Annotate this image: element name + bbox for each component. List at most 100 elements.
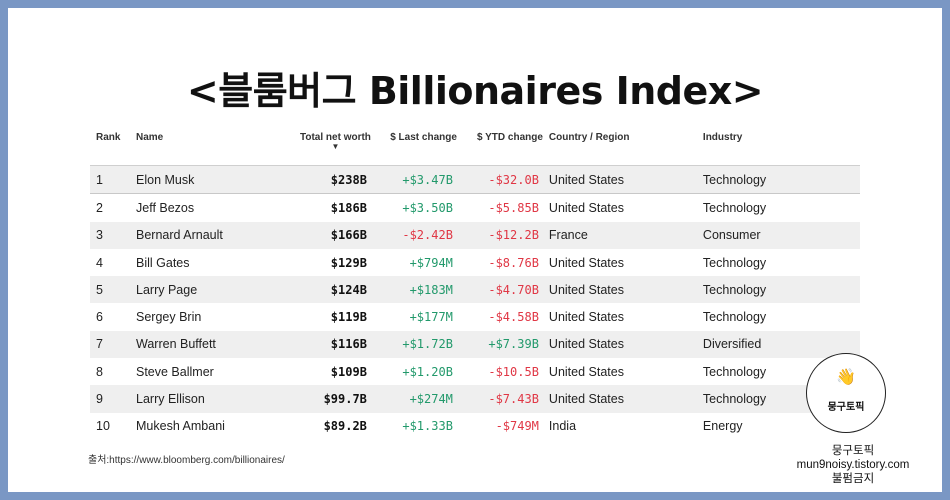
cell-industry: Diversified — [696, 330, 860, 359]
cell-country: United States — [542, 276, 697, 304]
cell-industry: Technology — [702, 255, 767, 270]
cell-country: United States — [542, 385, 697, 413]
cell-name: Jeff Bezos — [136, 200, 195, 215]
cell-last-change: +$183M — [370, 276, 457, 304]
cell-rank: 8 — [96, 364, 103, 379]
cell-net-worth: $99.7B — [294, 385, 371, 413]
cell-rank: 1 — [90, 165, 130, 195]
cell-last-change: +$177M — [409, 310, 453, 325]
header-ytd-change[interactable]: $ YTD change — [456, 132, 543, 166]
cell-net-worth: $166B — [294, 221, 371, 249]
cell-country: United States — [548, 255, 624, 270]
cell-rank: 5 — [90, 276, 130, 304]
table-header-row: Rank Name Total net worth ▼ $ Last chang… — [90, 132, 860, 166]
cell-rank: 6 — [96, 310, 103, 325]
sort-desc-icon: ▼ — [331, 142, 340, 151]
cell-country: France — [542, 221, 697, 249]
cell-name: Larry Page — [130, 276, 294, 304]
cell-net-worth: $116B — [294, 330, 371, 359]
cell-ytd-change: -$12.2B — [456, 221, 543, 249]
cell-industry: Technology — [702, 364, 767, 379]
header-industry[interactable]: Industry — [696, 132, 860, 166]
cell-name: Steve Ballmer — [136, 364, 214, 379]
cell-name: Bernard Arnault — [130, 221, 294, 249]
source-citation: 출처:https://www.bloomberg.com/billionaire… — [88, 455, 285, 466]
cell-country: India — [548, 419, 577, 434]
cell-net-worth: $186B — [330, 200, 367, 215]
cell-industry: Technology — [702, 200, 767, 215]
cell-country: United States — [548, 364, 624, 379]
table-row[interactable]: 8 Steve Ballmer $109B +$1.20B -$10.5B United … — [90, 358, 860, 385]
cell-rank: 3 — [90, 221, 130, 249]
blog-logo: 👋 뭉구토픽 — [806, 353, 886, 433]
page-title: <블룸버그 Billionaires Index> — [186, 69, 764, 113]
table-row[interactable]: 4 Bill Gates $129B +$794M -$8.76B United Stat… — [90, 249, 860, 276]
cell-name: Elon Musk — [130, 165, 294, 195]
table-row[interactable]: 10 Mukesh Ambani $89.2B +$1.33B -$749M India E… — [90, 413, 860, 440]
cell-net-worth: $124B — [294, 276, 371, 304]
cell-ytd-change: -$749M — [495, 419, 539, 434]
cell-ytd-change: -$5.85B — [488, 200, 539, 215]
cell-net-worth: $109B — [330, 364, 367, 379]
header-total-net-worth-label: Total net worth — [300, 132, 371, 143]
header-total-net-worth[interactable]: Total net worth ▼ — [294, 132, 371, 166]
cell-rank: 2 — [96, 200, 103, 215]
table-body: 1 Elon Musk $238B +$3.47B -$32.0B United Stat… — [90, 165, 860, 440]
cell-name: Larry Ellison — [130, 385, 294, 413]
cell-last-change: +$1.33B — [402, 419, 453, 434]
cell-ytd-change: +$7.39B — [456, 330, 543, 359]
cell-ytd-change: -$7.43B — [456, 385, 543, 413]
cell-country: United States — [542, 330, 697, 359]
cell-name: Mukesh Ambani — [136, 419, 225, 434]
cell-last-change: +$3.47B — [370, 165, 457, 195]
cell-net-worth: $238B — [294, 165, 371, 195]
hand-wave-icon: 👋 — [836, 369, 856, 386]
content-card: <블룸버그 Billionaires Index> Rank Name Tota… — [8, 8, 942, 492]
credit-notice: 불펌금지 — [831, 473, 875, 485]
table-row[interactable]: 6 Sergey Brin $119B +$177M -$4.58B United Sta… — [90, 303, 860, 330]
cell-industry: Technology — [702, 310, 767, 325]
cell-ytd-change: -$4.58B — [488, 310, 539, 325]
cell-last-change: +$274M — [370, 385, 457, 413]
table-row[interactable]: 9 Larry Ellison $99.7B +$274M -$7.43B United … — [90, 385, 860, 413]
billionaires-table: Rank Name Total net worth ▼ $ Last chang… — [90, 132, 860, 440]
cell-last-change: +$1.72B — [370, 330, 457, 359]
cell-ytd-change: -$8.76B — [488, 255, 539, 270]
cell-industry: Energy — [702, 419, 743, 434]
table-row[interactable]: 1 Elon Musk $238B +$3.47B -$32.0B United Stat… — [90, 165, 860, 195]
cell-net-worth: $89.2B — [323, 419, 367, 434]
cell-country: United States — [548, 200, 624, 215]
cell-country: United States — [548, 310, 624, 325]
cell-net-worth: $119B — [330, 310, 367, 325]
cell-rank: 4 — [96, 255, 103, 270]
table-row[interactable]: 2 Jeff Bezos $186B +$3.50B -$5.85B United Sta… — [90, 194, 860, 222]
header-rank[interactable]: Rank — [90, 132, 130, 166]
cell-ytd-change: -$4.70B — [456, 276, 543, 304]
table-row[interactable]: 5 Larry Page $124B +$183M -$4.70B United Stat… — [90, 276, 860, 304]
cell-country: United States — [542, 165, 697, 195]
cell-last-change: +$3.50B — [402, 200, 453, 215]
cell-rank: 7 — [90, 330, 130, 359]
cell-last-change: +$794M — [409, 255, 453, 270]
header-country[interactable]: Country / Region — [542, 132, 697, 166]
credit-text: 뭉구토픽 mun9noisy.tistory.com 불펌금지 — [778, 444, 928, 486]
cell-name: Bill Gates — [136, 255, 190, 270]
cell-net-worth: $129B — [330, 255, 367, 270]
cell-ytd-change: -$10.5B — [488, 364, 539, 379]
cell-name: Warren Buffett — [130, 330, 294, 359]
cell-rank: 9 — [90, 385, 130, 413]
cell-industry: Consumer — [696, 221, 860, 249]
header-name[interactable]: Name — [130, 132, 294, 166]
table-row[interactable]: 3 Bernard Arnault $166B -$2.42B -$12.2B Franc… — [90, 221, 860, 249]
cell-last-change: -$2.42B — [370, 221, 457, 249]
cell-name: Sergey Brin — [136, 310, 202, 325]
table-row[interactable]: 7 Warren Buffett $116B +$1.72B +$7.39B United… — [90, 330, 860, 359]
cell-last-change: +$1.20B — [402, 364, 453, 379]
header-last-change[interactable]: $ Last change — [370, 132, 457, 166]
logo-text: 뭉구토픽 — [827, 402, 865, 413]
cell-ytd-change: -$32.0B — [456, 165, 543, 195]
cell-rank: 10 — [96, 419, 110, 434]
cell-industry: Technology — [696, 165, 860, 195]
credit-blog-name: 뭉구토픽 — [831, 445, 875, 457]
cell-industry: Technology — [696, 276, 860, 304]
